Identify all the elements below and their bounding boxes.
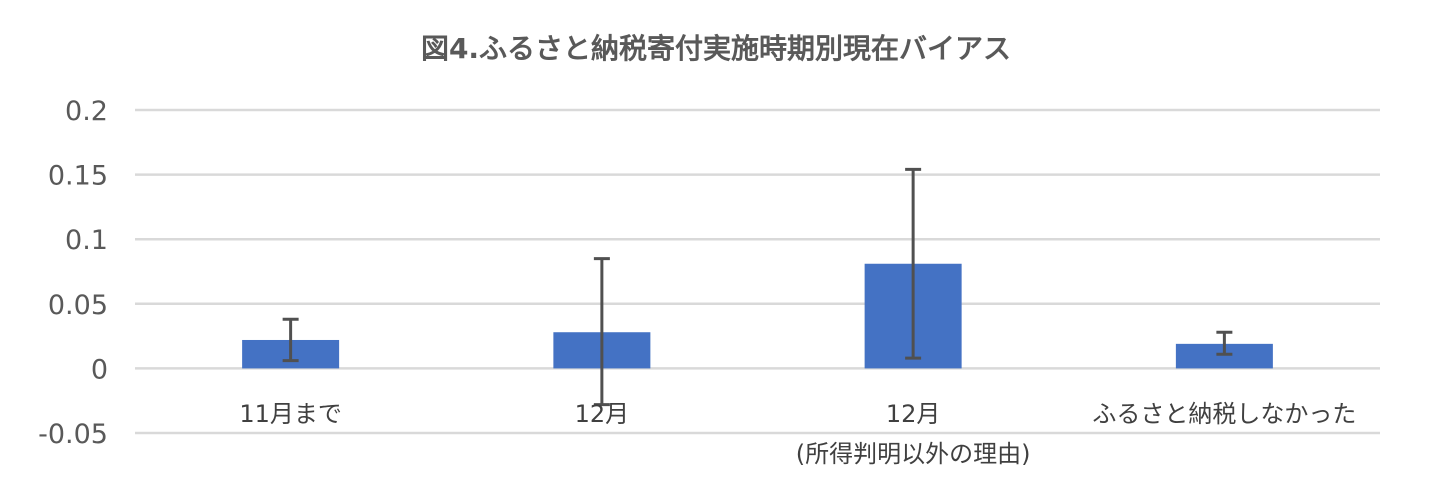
category-label: 11月まで bbox=[239, 400, 342, 428]
y-tick-label: -0.05 bbox=[38, 419, 108, 450]
y-tick-label: 0.1 bbox=[65, 225, 108, 256]
y-tick-label: 0.2 bbox=[65, 96, 108, 127]
category-labels: 11月まで 12月 12月 (所得判明以外の理由) ふるさと納税しなかった bbox=[239, 400, 1356, 468]
y-axis-tick-labels: 0.2 0.15 0.1 0.05 0 -0.05 bbox=[38, 96, 108, 450]
y-tick-label: 0.05 bbox=[48, 290, 108, 321]
y-tick-label: 0 bbox=[91, 354, 108, 385]
error-bars bbox=[282, 167, 1233, 407]
error-bar bbox=[282, 317, 299, 363]
bars bbox=[242, 263, 1273, 369]
error-bar bbox=[905, 167, 922, 360]
chart-title: 図4.ふるさと納税寄付実施時期別現在バイアス bbox=[421, 32, 1011, 65]
category-label: 12月 bbox=[575, 400, 630, 428]
category-label: 12月 bbox=[886, 400, 941, 428]
category-label: ふるさと納税しなかった bbox=[1092, 400, 1356, 428]
category-label: (所得判明以外の理由) bbox=[796, 440, 1031, 468]
gridlines bbox=[135, 108, 1380, 435]
y-tick-label: 0.15 bbox=[48, 161, 108, 192]
error-bar bbox=[593, 257, 610, 407]
error-bar bbox=[1216, 330, 1233, 356]
